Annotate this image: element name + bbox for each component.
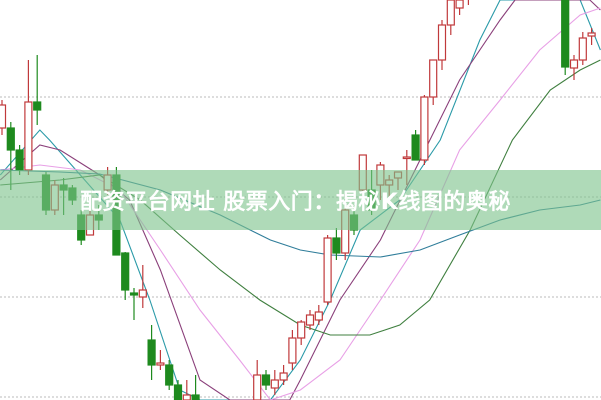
banner-title: 配资平台网址 股票入门：揭秘K线图的奥秘: [80, 190, 511, 215]
candle-down: [33, 101, 42, 111]
candle-down: [332, 237, 341, 254]
candle-up: [455, 0, 464, 9]
candle-up: [587, 32, 596, 37]
candle-up: [402, 156, 411, 160]
title-banner: 配资平台网址 股票入门：揭秘K线图的奥秘: [0, 170, 601, 230]
candle-up: [182, 394, 191, 400]
candle-down: [129, 292, 139, 296]
candle-up: [429, 59, 438, 98]
candle-up: [253, 374, 262, 400]
candle-up: [323, 237, 332, 303]
candle-up: [24, 101, 33, 171]
candle-down: [191, 394, 200, 400]
candle-down: [261, 374, 271, 386]
candle-down: [165, 364, 174, 386]
candle-up: [569, 59, 579, 69]
candle-down: [121, 252, 130, 291]
candle-up: [437, 24, 447, 61]
candle-down: [147, 339, 156, 366]
candle-up: [297, 321, 306, 339]
candle-up: [305, 314, 315, 326]
candle-up: [288, 337, 297, 364]
candle-up: [156, 362, 165, 366]
candle-up: [314, 311, 323, 321]
candle-up: [578, 37, 587, 61]
candle-up: [420, 96, 429, 161]
candle-up: [270, 379, 279, 389]
candle-down: [15, 149, 24, 171]
candle-up: [446, 0, 455, 26]
candle-down: [6, 127, 15, 151]
candle-down: [173, 384, 183, 400]
candle-down: [561, 0, 570, 68]
candle-down: [411, 134, 420, 161]
candle-up: [279, 372, 288, 381]
candle-up: [138, 289, 147, 298]
candle-up: [0, 104, 7, 129]
